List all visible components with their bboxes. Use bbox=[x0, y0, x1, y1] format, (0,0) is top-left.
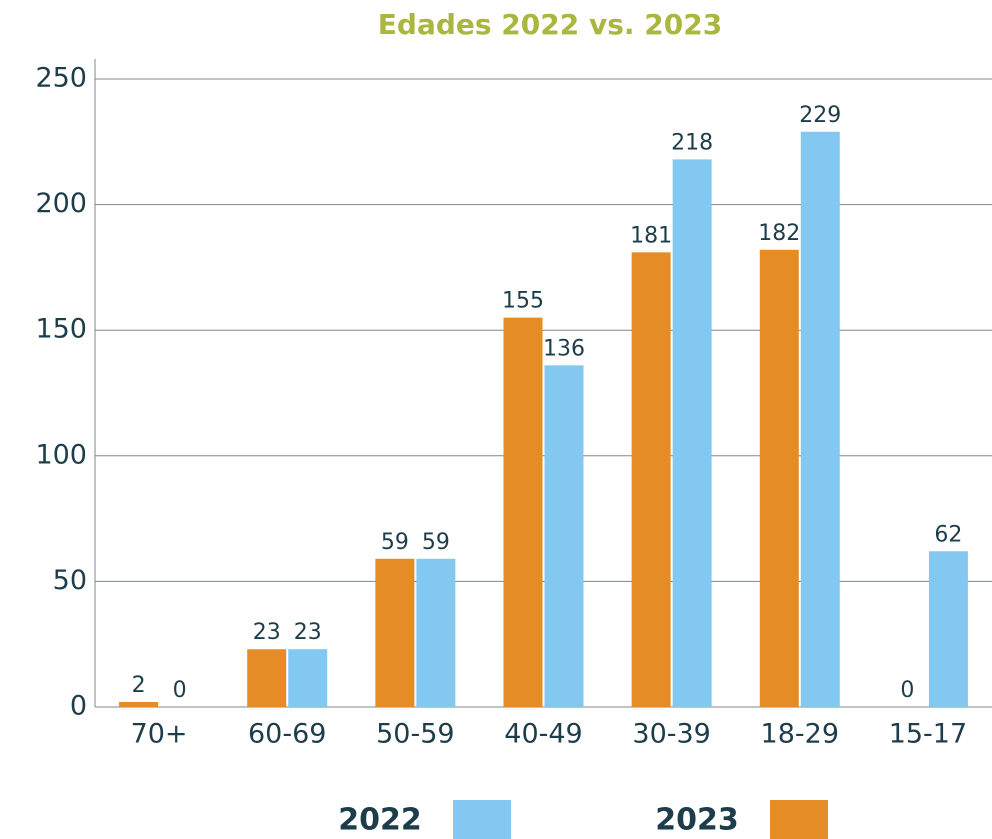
x-tick-label: 70+ bbox=[131, 719, 188, 750]
data-label: 23 bbox=[294, 620, 322, 645]
x-tick-label: 18-29 bbox=[761, 719, 839, 750]
legend-swatch bbox=[453, 800, 511, 839]
y-tick-label: 250 bbox=[35, 63, 87, 94]
x-tick-label: 50-59 bbox=[376, 719, 454, 750]
bar bbox=[375, 558, 415, 707]
data-label: 181 bbox=[630, 223, 672, 248]
bar bbox=[119, 701, 159, 707]
data-label: 0 bbox=[900, 678, 914, 703]
x-tick-label: 30-39 bbox=[632, 719, 710, 750]
bar bbox=[544, 365, 584, 707]
data-label: 23 bbox=[253, 620, 281, 645]
legend-swatch bbox=[770, 800, 828, 839]
legend-label: 2023 bbox=[655, 803, 739, 838]
y-tick-label: 150 bbox=[35, 314, 87, 345]
x-tick-label: 15-17 bbox=[889, 719, 967, 750]
data-label: 2 bbox=[132, 673, 146, 698]
x-tick-label: 60-69 bbox=[248, 719, 326, 750]
data-label: 59 bbox=[422, 530, 450, 555]
data-label: 155 bbox=[502, 289, 544, 314]
y-tick-label: 200 bbox=[35, 188, 87, 219]
bar bbox=[247, 649, 287, 707]
bar bbox=[800, 131, 840, 707]
y-tick-label: 0 bbox=[70, 691, 87, 722]
bar bbox=[928, 551, 968, 707]
bar bbox=[759, 249, 799, 708]
y-tick-label: 100 bbox=[35, 439, 87, 470]
bar bbox=[288, 649, 328, 707]
x-tick-label: 40-49 bbox=[504, 719, 582, 750]
bar bbox=[631, 252, 671, 707]
y-tick-label: 50 bbox=[53, 565, 87, 596]
data-label: 229 bbox=[799, 103, 841, 128]
bar bbox=[416, 558, 456, 707]
bar bbox=[503, 317, 543, 707]
bar bbox=[672, 159, 712, 707]
legend-label: 2022 bbox=[338, 803, 422, 838]
data-label: 0 bbox=[173, 678, 187, 703]
data-label: 59 bbox=[381, 530, 409, 555]
data-label: 62 bbox=[934, 522, 962, 547]
chart-title: Edades 2022 vs. 2023 bbox=[378, 8, 722, 41]
data-label: 218 bbox=[671, 130, 713, 155]
data-label: 136 bbox=[543, 336, 585, 361]
data-label: 182 bbox=[758, 221, 800, 246]
